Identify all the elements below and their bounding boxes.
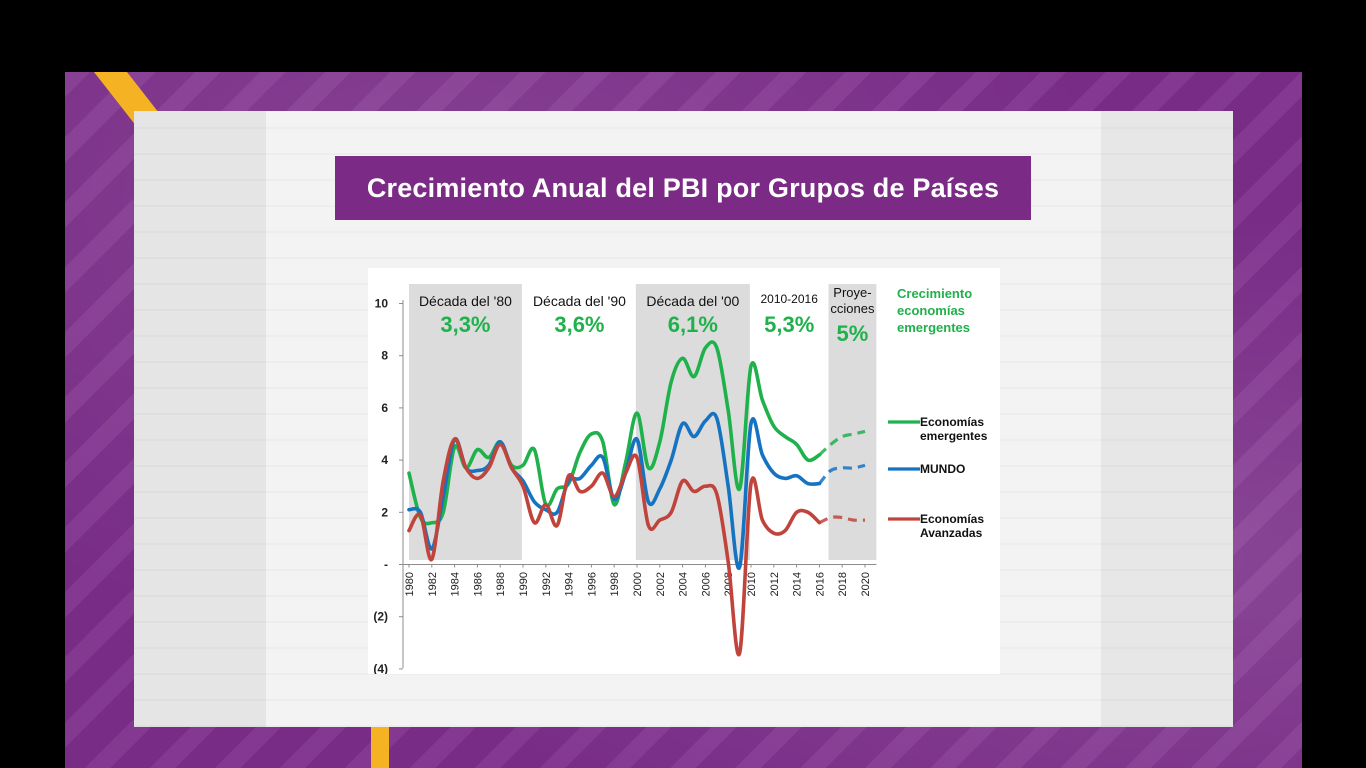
x-tick-label-7: 1994 — [564, 572, 576, 596]
y-tick-label-4: 2 — [381, 505, 388, 519]
period-value-3: 5,3% — [764, 312, 814, 337]
x-tick-label-2: 1984 — [450, 572, 462, 596]
x-tick-label-6: 1992 — [541, 572, 553, 596]
chart-panel: 10 8 6 4 2 - (2) (4) 1980 1982 1984 1986 1988 1990 199… — [368, 268, 1000, 674]
y-tick-label-6: (2) — [373, 610, 388, 624]
y-tick-label-5: - — [384, 558, 388, 572]
legend-label-emerging: Economías emergentes — [920, 415, 988, 443]
period-label-1: Década del '90 — [533, 293, 626, 309]
x-tick-label-18: 2016 — [814, 572, 826, 596]
period-value-0: 3,3% — [440, 312, 490, 337]
x-tick-label-10: 2000 — [632, 572, 644, 596]
slide-title: Crecimiento Anual del PBI por Grupos de … — [366, 172, 1000, 203]
accent-stripe-bottom — [371, 722, 389, 768]
gdp-growth-chart: 10 8 6 4 2 - (2) (4) 1980 1982 1984 1986 1988 1990 199… — [373, 284, 988, 674]
period-band-4 — [828, 284, 877, 560]
title-banner: Crecimiento Anual del PBI por Grupos de … — [335, 156, 1031, 220]
x-tick-label-4: 1988 — [495, 572, 507, 596]
period-label-3: 2010-2016 — [760, 292, 818, 306]
x-tick-label-17: 2014 — [792, 572, 804, 596]
x-tick-label-13: 2006 — [700, 572, 712, 596]
emerging-growth-annotation: Crecimiento economías emergentes — [897, 286, 972, 335]
period-label-4: Proye-cciones — [830, 285, 875, 316]
period-label-2: Década del '00 — [646, 293, 739, 309]
x-tick-label-15: 2010 — [746, 572, 758, 596]
x-tick-label-5: 1990 — [518, 572, 530, 596]
x-tick-label-9: 1998 — [609, 572, 621, 596]
x-tick-label-11: 2002 — [655, 572, 667, 596]
x-tick-label-8: 1996 — [586, 572, 598, 596]
period-value-2: 6,1% — [668, 312, 718, 337]
x-tick-label-0: 1980 — [404, 572, 416, 596]
legend-label-world: MUNDO — [920, 462, 965, 476]
series-line-advanced — [407, 437, 822, 657]
y-tick-label-0: 10 — [375, 297, 389, 311]
y-tick-label-3: 4 — [381, 453, 388, 467]
y-tick-label-2: 6 — [381, 401, 388, 415]
x-tick-label-19: 2018 — [837, 572, 849, 596]
y-tick-label-1: 8 — [381, 349, 388, 363]
x-tick-label-12: 2004 — [678, 572, 690, 596]
period-label-0: Década del '80 — [419, 293, 512, 309]
x-tick-label-3: 1986 — [472, 572, 484, 596]
series-line-emerging — [407, 340, 822, 526]
period-value-4: 5% — [837, 321, 869, 346]
x-tick-label-20: 2020 — [860, 572, 872, 596]
x-tick-label-1: 1982 — [427, 572, 439, 596]
period-value-1: 3,6% — [554, 312, 604, 337]
y-tick-label-7: (4) — [373, 662, 388, 674]
legend-label-advanced: Economías Avanzadas — [920, 512, 984, 540]
x-tick-label-16: 2012 — [769, 572, 781, 596]
period-band-0 — [409, 284, 522, 560]
series-projection-advanced — [818, 515, 866, 525]
